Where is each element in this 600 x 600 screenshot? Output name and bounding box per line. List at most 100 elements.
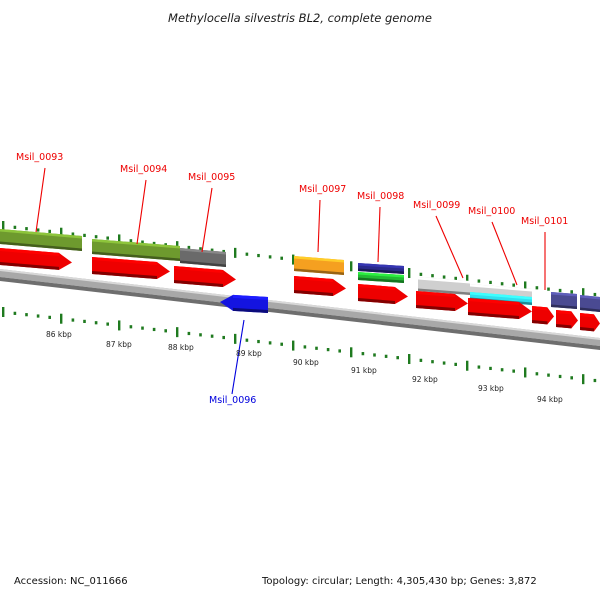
scale-tick-minor — [500, 282, 504, 286]
scale-tick-minor — [442, 361, 446, 365]
scale-tick-minor — [419, 272, 423, 276]
gene-arrow-arrow-0099[interactable] — [416, 291, 468, 311]
page-title: Methylocella silvestris BL2, complete ge… — [168, 11, 432, 25]
feature-track-orange-1 — [294, 256, 344, 275]
scale-tick-major — [408, 354, 411, 365]
scale-tick-minor — [245, 252, 249, 256]
scale-tick-major — [466, 360, 469, 371]
gene-label-Msil_0093[interactable]: Msil_0093 — [16, 152, 63, 163]
gene-label-Msil_0100[interactable]: Msil_0100 — [468, 206, 515, 217]
gene-arrow-arrow-0096[interactable] — [220, 294, 268, 313]
scale-tick-minor — [257, 253, 260, 258]
scale-label: 93 kbp — [478, 384, 504, 393]
gene-arrow-arrow-0093[interactable] — [0, 248, 72, 270]
scale-tick-minor — [83, 319, 86, 324]
scale-tick-major — [292, 340, 295, 351]
scale-label: 94 kbp — [537, 395, 563, 404]
scale-tick-major — [582, 288, 585, 299]
scale-tick-major — [524, 281, 527, 292]
feature-track-olive-2 — [92, 239, 180, 261]
gene-arrow-arrow-0095[interactable] — [174, 266, 236, 287]
gene-arrow-arrow-0094[interactable] — [92, 257, 170, 279]
scale-tick-minor — [268, 255, 272, 259]
scale-tick-minor — [396, 356, 399, 360]
scale-tick-minor — [141, 326, 144, 330]
scale-tick-minor — [48, 229, 51, 233]
scale-tick-minor — [454, 276, 457, 280]
feature-track-slate-1 — [551, 292, 577, 309]
scale-tick-minor — [431, 274, 434, 278]
scale-tick-minor — [419, 358, 423, 362]
scale-tick-minor — [535, 286, 539, 290]
scale-label-group: 86 kbp 87 kbp 88 kbp 89 kbp 90 kbp 91 kbp 92 k… — [46, 330, 563, 404]
gene-label-Msil_0101[interactable]: Msil_0101 — [521, 216, 568, 227]
gene-leader-line-Msil_0094 — [136, 179, 147, 245]
gene-arrow-arrow-0101[interactable] — [532, 306, 554, 325]
scale-tick-minor — [442, 275, 446, 279]
gene-leader-line-Msil_0096 — [231, 319, 245, 395]
scale-tick-minor — [326, 348, 330, 352]
scale-tick-minor — [547, 287, 550, 291]
scale-tick-major — [60, 313, 63, 324]
scale-tick-minor — [593, 378, 597, 383]
gene-label-Msil_0095[interactable]: Msil_0095 — [188, 172, 235, 183]
gene-arrow-arrow-0100[interactable] — [468, 298, 532, 319]
scale-tick-minor — [36, 228, 40, 232]
scale-tick-major — [60, 227, 63, 238]
scale-tick-minor — [199, 333, 202, 337]
feature-track-slate-2 — [580, 295, 600, 312]
scale-tick-minor — [384, 354, 388, 358]
scale-tick-minor — [129, 239, 133, 243]
feature-track-olive-1 — [0, 229, 82, 251]
scale-label: 90 kbp — [293, 358, 319, 367]
gene-arrow-arrow-0097[interactable] — [294, 276, 346, 296]
scale-label: 89 kbp — [236, 349, 262, 358]
scale-tick-minor — [164, 329, 167, 333]
scale-ticks-lower — [2, 307, 597, 385]
gene-label-Msil_0094[interactable]: Msil_0094 — [120, 164, 167, 175]
scale-tick-major — [234, 247, 237, 258]
gene-leader-line-Msil_0097 — [317, 199, 321, 253]
gene-label-Msil_0098[interactable]: Msil_0098 — [357, 191, 404, 202]
scale-tick-major — [582, 374, 585, 385]
gene-arrow-arrow-0102[interactable] — [556, 310, 578, 329]
scale-tick-minor — [152, 327, 156, 332]
scale-tick-minor — [245, 338, 249, 342]
gene-label-group: Msil_0093 Msil_0094 Msil_0095 Msil_0096 Msil… — [16, 152, 568, 406]
scale-tick-minor — [71, 232, 75, 236]
scale-tick-minor — [454, 362, 457, 366]
scale-tick-minor — [13, 225, 17, 229]
scale-tick-minor — [477, 365, 481, 369]
scale-tick-minor — [512, 369, 515, 373]
scale-label: 87 kbp — [106, 340, 132, 349]
scale-tick-minor — [535, 372, 539, 376]
scale-tick-major — [2, 307, 5, 317]
scale-tick-minor — [280, 256, 283, 260]
scale-tick-minor — [222, 249, 225, 254]
gene-leader-line-Msil_0099 — [435, 215, 464, 279]
scale-tick-minor — [94, 235, 98, 239]
scale-tick-minor — [431, 360, 434, 364]
accession-text: Accession: NC_011666 — [14, 576, 128, 587]
scale-tick-minor — [83, 233, 86, 238]
gene-label-Msil_0099[interactable]: Msil_0099 — [413, 200, 460, 211]
gene-leader-line-Msil_0098 — [377, 206, 381, 263]
scale-tick-minor — [106, 322, 109, 326]
scale-tick-minor — [280, 342, 283, 346]
scale-tick-minor — [210, 334, 214, 338]
feature-track-navy-1 — [358, 263, 404, 274]
gene-label-Msil_0097[interactable]: Msil_0097 — [299, 184, 346, 195]
gene-label-Msil_0096[interactable]: Msil_0096 — [209, 395, 256, 406]
scale-tick-minor — [558, 374, 562, 379]
scale-tick-minor — [593, 292, 597, 297]
scale-tick-minor — [222, 335, 225, 340]
scale-tick-minor — [129, 325, 133, 329]
scale-tick-minor — [25, 227, 28, 231]
scale-tick-minor — [187, 331, 191, 336]
gene-arrow-arrow-0098[interactable] — [358, 284, 408, 304]
scale-label: 86 kbp — [46, 330, 72, 339]
scale-tick-minor — [558, 288, 562, 293]
scale-tick-minor — [152, 241, 156, 246]
scale-tick-minor — [489, 366, 492, 371]
gene-arrow-arrow-0103[interactable] — [580, 313, 600, 332]
